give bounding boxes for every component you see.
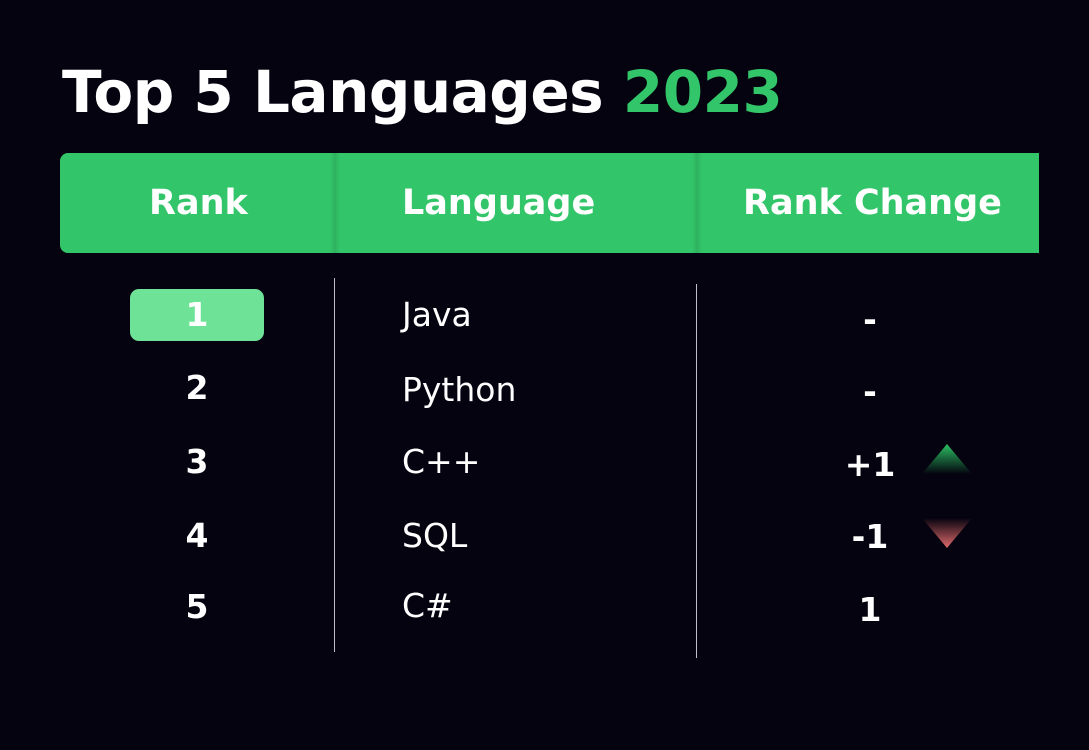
title-main: Top 5 Languages <box>62 58 604 126</box>
header-language: Language <box>402 183 596 223</box>
header-divider <box>692 153 702 253</box>
header-rank: Rank <box>149 183 248 223</box>
language-cell: SQL <box>402 516 468 555</box>
language-cell: C# <box>402 586 453 625</box>
column-divider <box>696 284 697 658</box>
rank-cell: 1 <box>130 289 264 341</box>
header-rank-change: Rank Change <box>743 183 1002 223</box>
language-cell: C++ <box>402 442 481 481</box>
rank-cell: 2 <box>185 368 209 407</box>
rank-change-cell: 1 <box>858 590 882 629</box>
rank-cell: 4 <box>185 516 209 555</box>
title-year: 2023 <box>622 58 783 126</box>
rank-change-cell: -1 <box>851 517 889 556</box>
trend-up-icon <box>922 444 972 474</box>
page-title: Top 5 Languages 2023 <box>62 52 783 132</box>
header-divider <box>330 153 340 253</box>
rank-cell: 5 <box>185 587 209 626</box>
rank-change-cell: +1 <box>844 445 896 484</box>
column-divider <box>334 278 335 652</box>
rank-cell: 3 <box>185 442 209 481</box>
rank-change-cell: - <box>863 372 877 411</box>
rank-change-cell: - <box>863 300 877 339</box>
language-cell: Python <box>402 370 517 409</box>
language-cell: Java <box>402 295 472 334</box>
table-header: Rank Language Rank Change <box>60 153 1039 253</box>
trend-down-icon <box>922 518 972 548</box>
